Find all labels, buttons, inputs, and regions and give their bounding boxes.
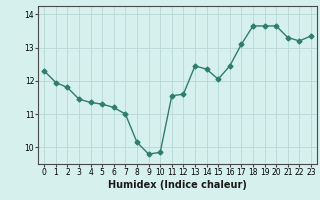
X-axis label: Humidex (Indice chaleur): Humidex (Indice chaleur) [108, 180, 247, 190]
